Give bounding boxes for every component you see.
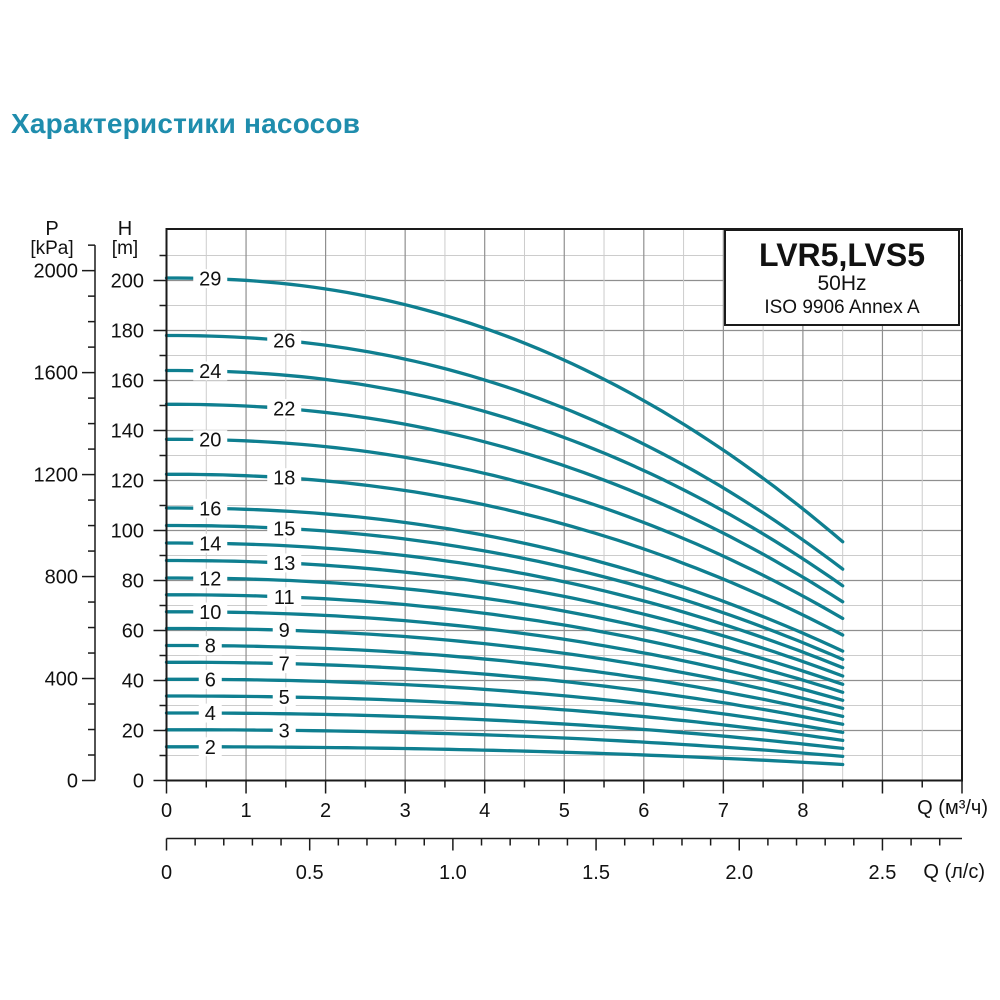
svg-text:60: 60 — [122, 621, 144, 643]
svg-text:0.5: 0.5 — [296, 862, 324, 884]
q-m3h-axis: 0 1 2 3 4 5 6 7 8 — [161, 780, 963, 822]
svg-text:400: 400 — [45, 669, 78, 691]
svg-text:24: 24 — [199, 361, 221, 383]
iso-standard: ISO 9906 Annex A — [764, 297, 920, 318]
svg-text:8: 8 — [205, 636, 216, 658]
svg-text:4: 4 — [479, 800, 490, 822]
model-names: LVR5,LVS5 — [759, 237, 925, 273]
svg-text:80: 80 — [122, 571, 144, 593]
svg-text:1.5: 1.5 — [582, 862, 610, 884]
svg-text:2: 2 — [205, 737, 216, 759]
svg-text:40: 40 — [122, 671, 144, 693]
curve-stage-labels: 2 3 4 5 6 7 8 9 10 11 12 13 14 15 16 18 20 22 24 26 29 — [193, 269, 302, 759]
q-ls-axis-label: Q (л/с) — [923, 861, 985, 883]
frequency: 50Hz — [817, 272, 867, 295]
q-m3h-axis-label: Q (м³/ч) — [917, 797, 988, 819]
svg-text:16: 16 — [199, 498, 221, 520]
svg-text:5: 5 — [279, 687, 290, 709]
svg-text:5: 5 — [559, 800, 570, 822]
svg-text:1.0: 1.0 — [439, 862, 467, 884]
pump-curve-3 — [164, 728, 845, 759]
pump-curve-6 — [164, 677, 845, 735]
pump-curve-24 — [164, 368, 845, 588]
svg-text:1200: 1200 — [34, 465, 79, 487]
svg-text:100: 100 — [111, 521, 144, 543]
svg-text:10: 10 — [199, 602, 221, 624]
svg-text:160: 160 — [111, 371, 144, 393]
svg-text:8: 8 — [797, 800, 808, 822]
svg-text:20: 20 — [199, 430, 221, 452]
svg-text:2: 2 — [320, 800, 331, 822]
svg-text:1: 1 — [240, 800, 251, 822]
svg-text:29: 29 — [199, 269, 221, 291]
p-axis: 0 400 800 1200 1600 2000 — [34, 244, 96, 793]
svg-text:12: 12 — [199, 568, 221, 590]
svg-text:11: 11 — [274, 587, 295, 609]
svg-text:140: 140 — [111, 421, 144, 443]
svg-text:0: 0 — [67, 771, 78, 793]
page-title: Характеристики насосов — [11, 108, 361, 139]
p-axis-unit: [kPa] — [30, 238, 74, 259]
svg-text:6: 6 — [205, 669, 216, 691]
pump-curve-20 — [164, 437, 845, 621]
svg-text:15: 15 — [273, 518, 295, 540]
svg-text:26: 26 — [273, 330, 295, 352]
pump-curve-2 — [164, 745, 845, 767]
p-axis-name: P — [45, 218, 59, 240]
svg-text:22: 22 — [273, 398, 295, 420]
svg-text:3: 3 — [400, 800, 411, 822]
svg-text:0: 0 — [161, 800, 172, 822]
svg-text:18: 18 — [273, 468, 295, 490]
svg-text:2000: 2000 — [34, 261, 79, 283]
svg-text:0: 0 — [161, 862, 172, 884]
svg-text:7: 7 — [718, 800, 729, 822]
model-info-box: LVR5,LVS5 50Hz ISO 9906 Annex A — [724, 229, 960, 326]
pump-curve-12 — [164, 576, 845, 686]
svg-text:13: 13 — [273, 553, 295, 575]
pump-curve-5 — [164, 694, 845, 743]
svg-text:4: 4 — [205, 703, 216, 725]
h-axis-name: H — [117, 218, 133, 240]
svg-text:180: 180 — [111, 321, 144, 343]
pump-curve-14 — [164, 541, 845, 670]
h-axis: 0 20 40 60 80 100 120 140 160 180 200 — [111, 254, 167, 793]
svg-text:1600: 1600 — [34, 363, 79, 385]
svg-text:6: 6 — [638, 800, 649, 822]
svg-text:9: 9 — [279, 620, 290, 642]
pump-curve-16 — [164, 506, 845, 653]
svg-text:120: 120 — [111, 471, 144, 493]
pump-curve-4 — [164, 711, 845, 751]
svg-text:800: 800 — [45, 567, 78, 589]
pump-curve-10 — [164, 610, 845, 702]
svg-text:20: 20 — [122, 721, 144, 743]
svg-text:2.5: 2.5 — [869, 862, 897, 884]
svg-text:14: 14 — [199, 533, 221, 555]
q-ls-axis: 0 0.5 1.0 1.5 2.0 2.5 — [161, 837, 962, 884]
h-axis-unit: [m] — [111, 238, 139, 259]
pump-curve-8 — [164, 643, 845, 719]
svg-text:3: 3 — [279, 720, 290, 742]
svg-text:2.0: 2.0 — [725, 862, 753, 884]
svg-text:7: 7 — [279, 654, 290, 676]
pump-curve-29 — [164, 276, 845, 544]
svg-text:0: 0 — [133, 771, 144, 793]
svg-text:200: 200 — [111, 271, 144, 293]
